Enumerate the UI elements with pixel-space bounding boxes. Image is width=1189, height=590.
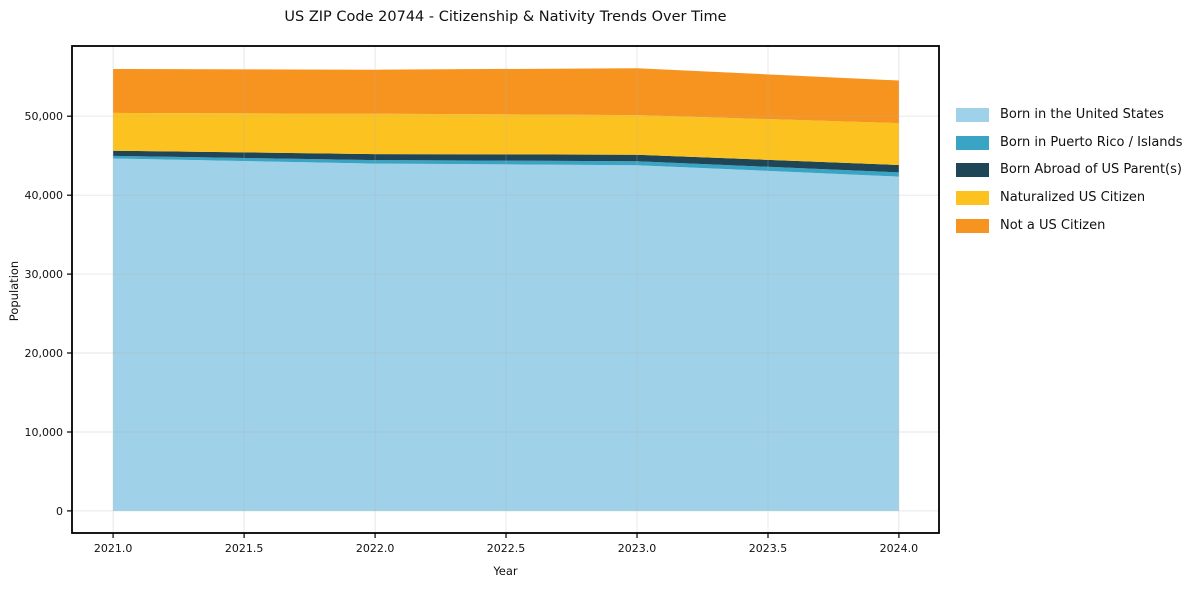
y-tick-label: 10,000 — [25, 426, 64, 439]
y-tick-label: 20,000 — [25, 347, 64, 360]
y-axis-label: Population — [7, 260, 21, 322]
area-born-abroad-of-us-parent-s — [113, 150, 899, 173]
legend-item-naturalized: Naturalized US Citizen — [956, 190, 1183, 206]
x-tick-label: 2022.0 — [356, 542, 395, 555]
legend-swatch-born-abroad-icon — [956, 163, 989, 178]
legend-item-born-in-us: Born in the United States — [956, 108, 1183, 122]
y-tick-label: 0 — [56, 505, 63, 518]
legend-label-puerto-rico-islands: Born in Puerto Rico / Islands — [1000, 134, 1183, 150]
y-tick-label: 30,000 — [25, 268, 64, 281]
legend-swatch-naturalized-icon — [956, 191, 989, 206]
area-born-in-the-united-states — [113, 158, 899, 511]
legend-label-not-citizen: Not a US Citizen — [1000, 217, 1106, 233]
legend-swatch-born-in-us-icon — [956, 108, 989, 122]
x-tick-label: 2023.5 — [749, 542, 788, 555]
x-tick-label: 2022.5 — [487, 542, 526, 555]
legend-swatch-not-citizen-icon — [956, 218, 989, 233]
x-tick-label: 2021.0 — [94, 542, 133, 555]
legend-label-born-in-us: Born in the United States — [1000, 107, 1164, 122]
x-tick-label: 2023.0 — [618, 542, 657, 555]
legend-label-born-abroad: Born Abroad of US Parent(s) — [1000, 162, 1182, 178]
chart-title: US ZIP Code 20744 - Citizenship & Nativi… — [284, 9, 727, 25]
y-tick-label: 50,000 — [25, 110, 64, 123]
area-naturalized-us-citizen — [113, 112, 899, 165]
legend-item-puerto-rico-islands: Born in Puerto Rico / Islands — [956, 134, 1183, 150]
x-tick-label: 2021.5 — [225, 542, 264, 555]
x-tick-label: 2024.0 — [880, 542, 919, 555]
legend-item-born-abroad: Born Abroad of US Parent(s) — [956, 162, 1183, 178]
legend-item-not-citizen: Not a US Citizen — [956, 217, 1183, 233]
area-not-a-us-citizen — [113, 68, 899, 124]
x-axis-label: Year — [493, 564, 518, 578]
area-born-in-puerto-rico-islands — [113, 155, 899, 177]
legend-label-naturalized: Naturalized US Citizen — [1000, 190, 1146, 206]
legend-swatch-puerto-rico-islands-icon — [956, 135, 989, 150]
legend: Born in the United States Born in Puerto… — [956, 108, 1183, 246]
y-tick-label: 40,000 — [25, 189, 64, 202]
